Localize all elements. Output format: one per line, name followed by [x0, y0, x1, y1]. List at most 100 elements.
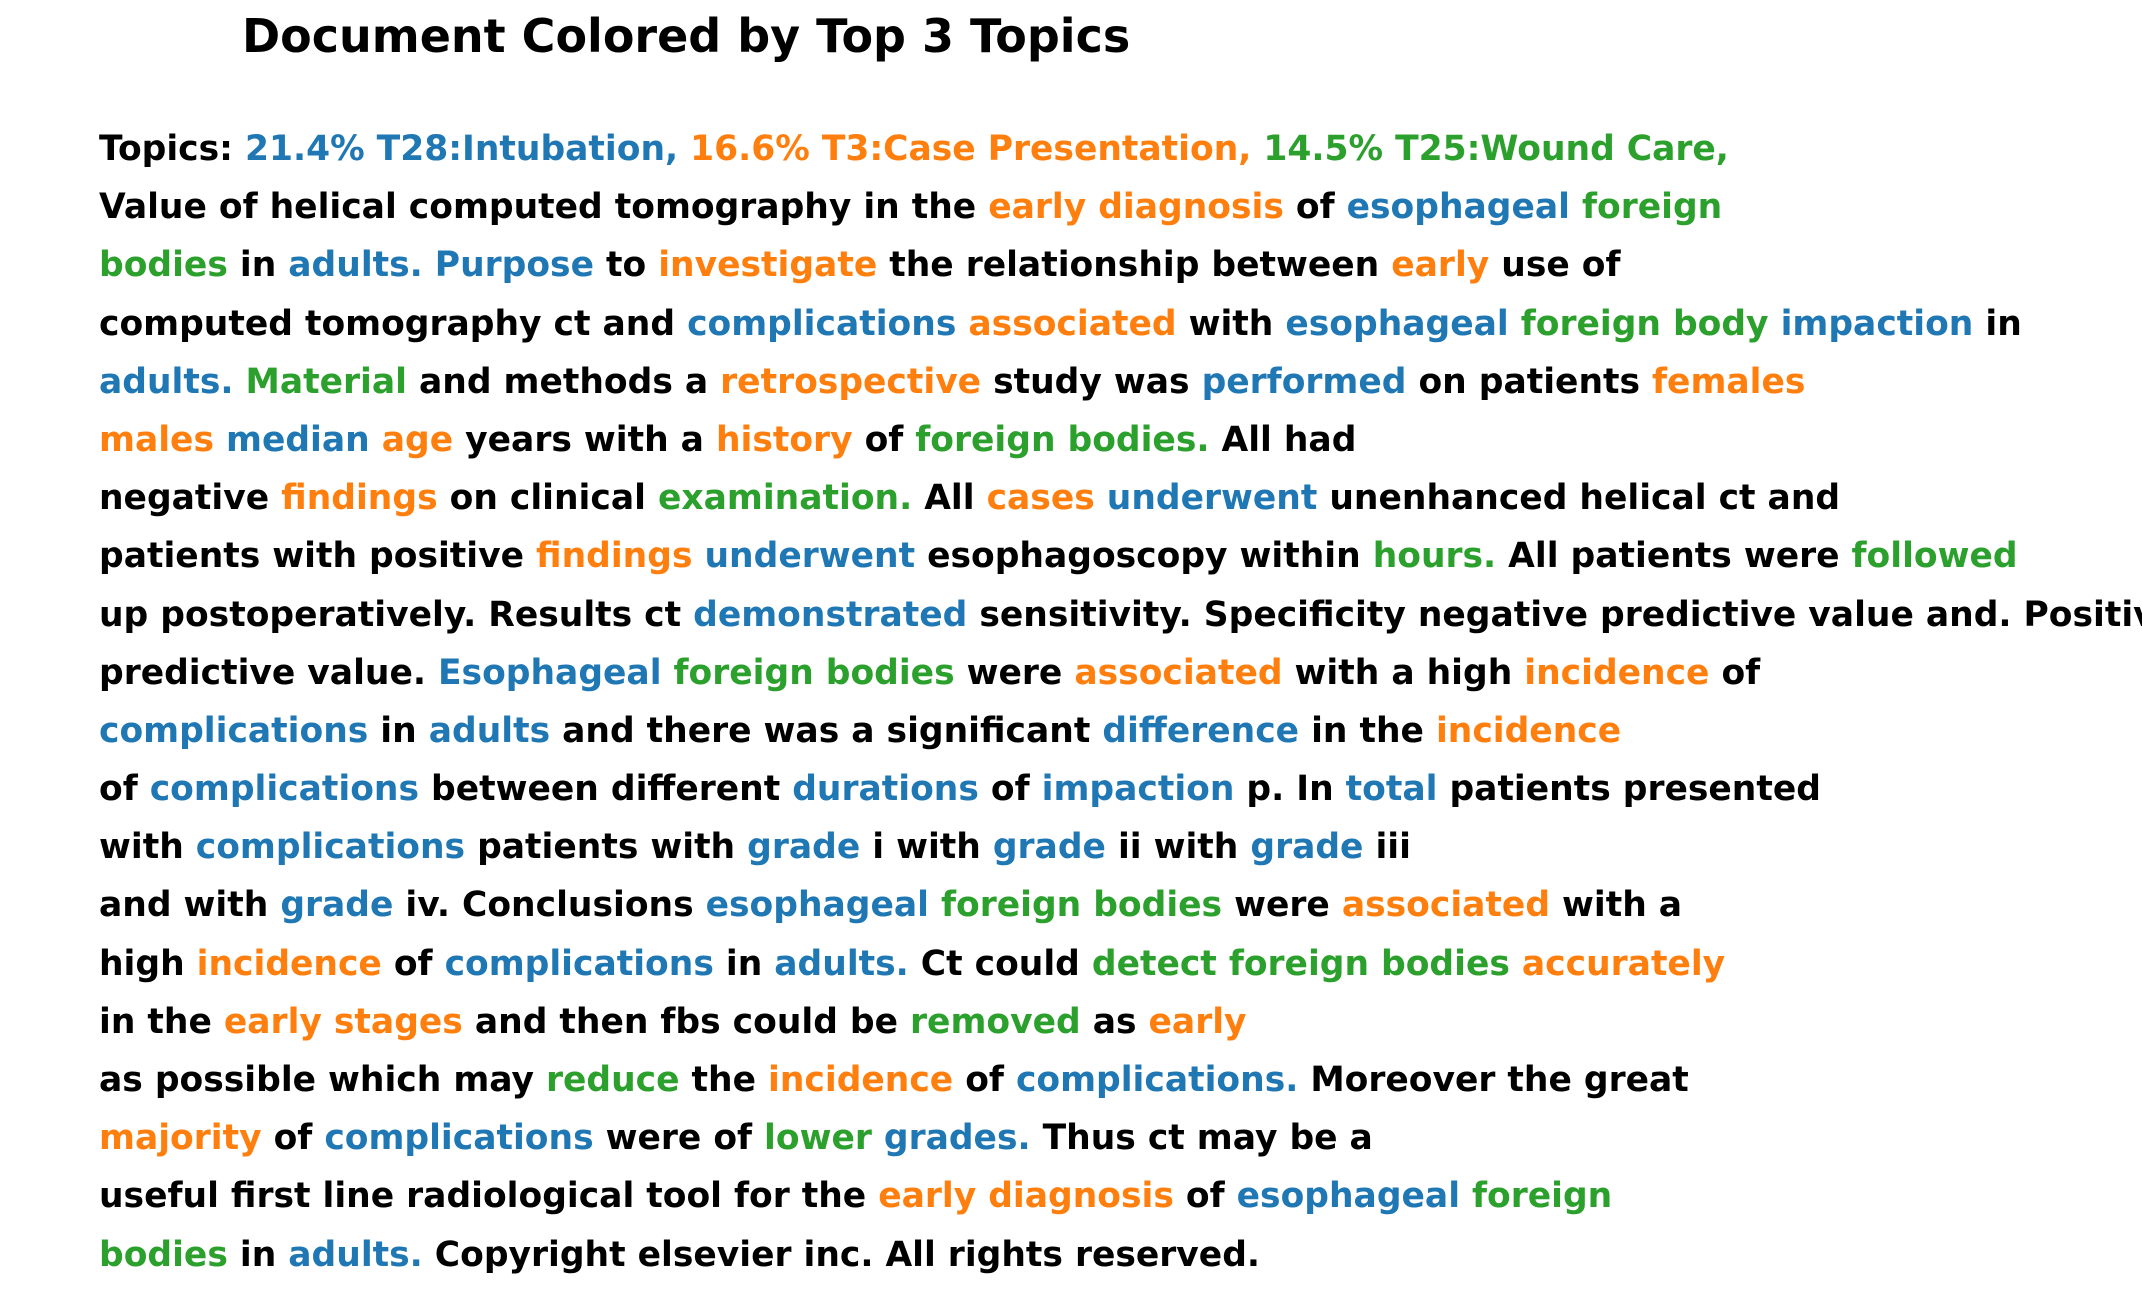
plain-text: iii [1363, 827, 1411, 868]
document-text-line: bodies in adults. Copyright elsevier inc… [99, 1226, 2139, 1284]
topic-word-topic-2: foreign bodies. [915, 419, 1210, 460]
plain-text: study was [981, 361, 1202, 402]
plain-text: on patients [1406, 361, 1653, 402]
topic-word-topic-1: associated [1074, 652, 1283, 693]
topic-word-topic-2: foreign [1582, 187, 1723, 228]
plain-text [662, 653, 674, 693]
topic-word-topic-0: impaction [1041, 769, 1235, 810]
topic-word-topic-1: early diagnosis [988, 187, 1284, 228]
topic-word-topic-1: majority [99, 1118, 262, 1159]
plain-text: in [1973, 303, 2022, 344]
topic-word-topic-0: adults. [288, 1234, 423, 1275]
plain-text [1095, 478, 1107, 518]
plain-text: to [594, 245, 659, 286]
plain-text: high [99, 943, 197, 984]
plain-text [929, 885, 941, 925]
plain-text: and there was a significant [550, 710, 1103, 751]
plain-text: and with [99, 885, 281, 926]
topic-word-topic-0: grade [1250, 827, 1364, 868]
topic-word-topic-0: complications [99, 710, 369, 751]
plain-text: Ct could [908, 943, 1092, 984]
plain-text: and then fbs could be [462, 1001, 911, 1042]
plain-text: of [99, 769, 150, 810]
topic-word-topic-2: examination. [657, 478, 913, 519]
topic-word-topic-1: retrospective [720, 361, 982, 402]
plain-text [1460, 1176, 1472, 1216]
plain-text: up postoperatively. Results ct [99, 594, 694, 635]
plain-text: All [912, 478, 987, 519]
plain-text: sensitivity. Specificity negative predic… [967, 594, 2142, 635]
topic-word-topic-2: foreign bodies [673, 652, 955, 693]
topic-word-topic-1: associated [968, 303, 1177, 344]
plain-text: iv. Conclusions [393, 885, 706, 926]
topic-word-topic-2: reduce [546, 1060, 680, 1100]
topic-word-topic-1: early [1391, 245, 1490, 286]
document-text-line: of complications between different durat… [99, 760, 2139, 818]
plain-text: ii with [1105, 827, 1251, 868]
plain-text: of [978, 769, 1042, 810]
plain-text: predictive value. [99, 652, 438, 693]
topic-word-topic-1: investigate [658, 245, 878, 286]
topic-word-topic-1: 16.6% T3:Case Presentation, [690, 129, 1264, 169]
plain-text: in the [1299, 710, 1436, 751]
plain-text: computed tomography ct and [99, 303, 688, 344]
plain-text: as [1080, 1001, 1149, 1042]
topic-word-topic-0: adults [428, 710, 551, 751]
topic-word-topic-0: complications [149, 769, 420, 810]
plain-text [692, 536, 704, 576]
topic-word-topic-0: esophageal [705, 885, 929, 926]
plain-text: Thus ct may be a [1030, 1118, 1373, 1159]
topic-word-topic-2: hours. [1372, 536, 1497, 577]
topic-word-topic-2: foreign bodies [941, 885, 1223, 926]
topic-word-topic-1: history [715, 419, 853, 460]
plain-text: were [1222, 885, 1342, 926]
topic-word-topic-1: findings [536, 536, 693, 577]
topic-word-topic-0: total [1345, 769, 1438, 810]
topic-word-topic-2: foreign body [1520, 303, 1769, 344]
plain-text [956, 304, 968, 344]
plain-text: as possible which may [99, 1060, 547, 1100]
topic-word-topic-0: 21.4% T28:Intubation, [244, 129, 691, 169]
document-text-line: Value of helical computed tomography in … [99, 178, 2139, 236]
plain-text: patients with [465, 827, 748, 868]
topic-word-topic-1: early diagnosis [878, 1176, 1174, 1217]
plain-text: were [954, 652, 1075, 693]
plain-text: with [1176, 303, 1286, 344]
topic-word-topic-1: incidence [1435, 710, 1622, 751]
topic-word-topic-0: Esophageal [437, 652, 662, 693]
topic-word-topic-1: females [1652, 361, 1806, 402]
topic-word-topic-0: complications [195, 827, 466, 868]
plain-text: Value of helical computed tomography in … [99, 187, 989, 228]
topic-word-topic-0: grade [280, 885, 394, 926]
document-text-line: with complications patients with grade i… [99, 818, 2139, 876]
topic-word-topic-1: males [99, 419, 214, 460]
document-text-line: in the early stages and then fbs could b… [99, 993, 2139, 1051]
document-text-line: computed tomography ct and complications… [99, 295, 2139, 353]
document-text-line: high incidence of complications in adult… [99, 935, 2139, 993]
topic-word-topic-0: adults. [99, 361, 234, 402]
plain-text: p. In [1234, 769, 1346, 810]
plain-text: patients with positive [99, 536, 537, 577]
plain-text: were of [593, 1118, 765, 1159]
plain-text: in the [99, 1001, 224, 1042]
topic-word-topic-0: grades. [883, 1118, 1031, 1159]
plain-text: between different [419, 769, 793, 810]
plain-text: with a [1550, 885, 1683, 926]
topic-word-topic-2: 14.5% T25:Wound Care, [1263, 129, 1729, 169]
plain-text: Moreover the great [1298, 1060, 1689, 1100]
topic-word-topic-0: underwent [704, 536, 916, 577]
plain-text: of [1283, 187, 1347, 228]
plain-text: patients presented [1437, 769, 1821, 810]
plain-text: of [1173, 1176, 1237, 1217]
topic-word-topic-2: detect foreign bodies [1091, 943, 1510, 984]
plain-text: in [368, 710, 429, 751]
topic-word-topic-0: demonstrated [693, 594, 968, 635]
topic-word-topic-0: adults. [774, 943, 909, 984]
topic-word-topic-1: cases [986, 478, 1095, 519]
topic-word-topic-0: underwent [1106, 478, 1318, 519]
plain-text: with [99, 827, 196, 868]
topic-word-topic-0: esophageal [1346, 187, 1570, 228]
topic-word-topic-1: accurately [1521, 943, 1726, 984]
plain-text: of [261, 1118, 325, 1159]
plain-text: in [227, 245, 289, 286]
